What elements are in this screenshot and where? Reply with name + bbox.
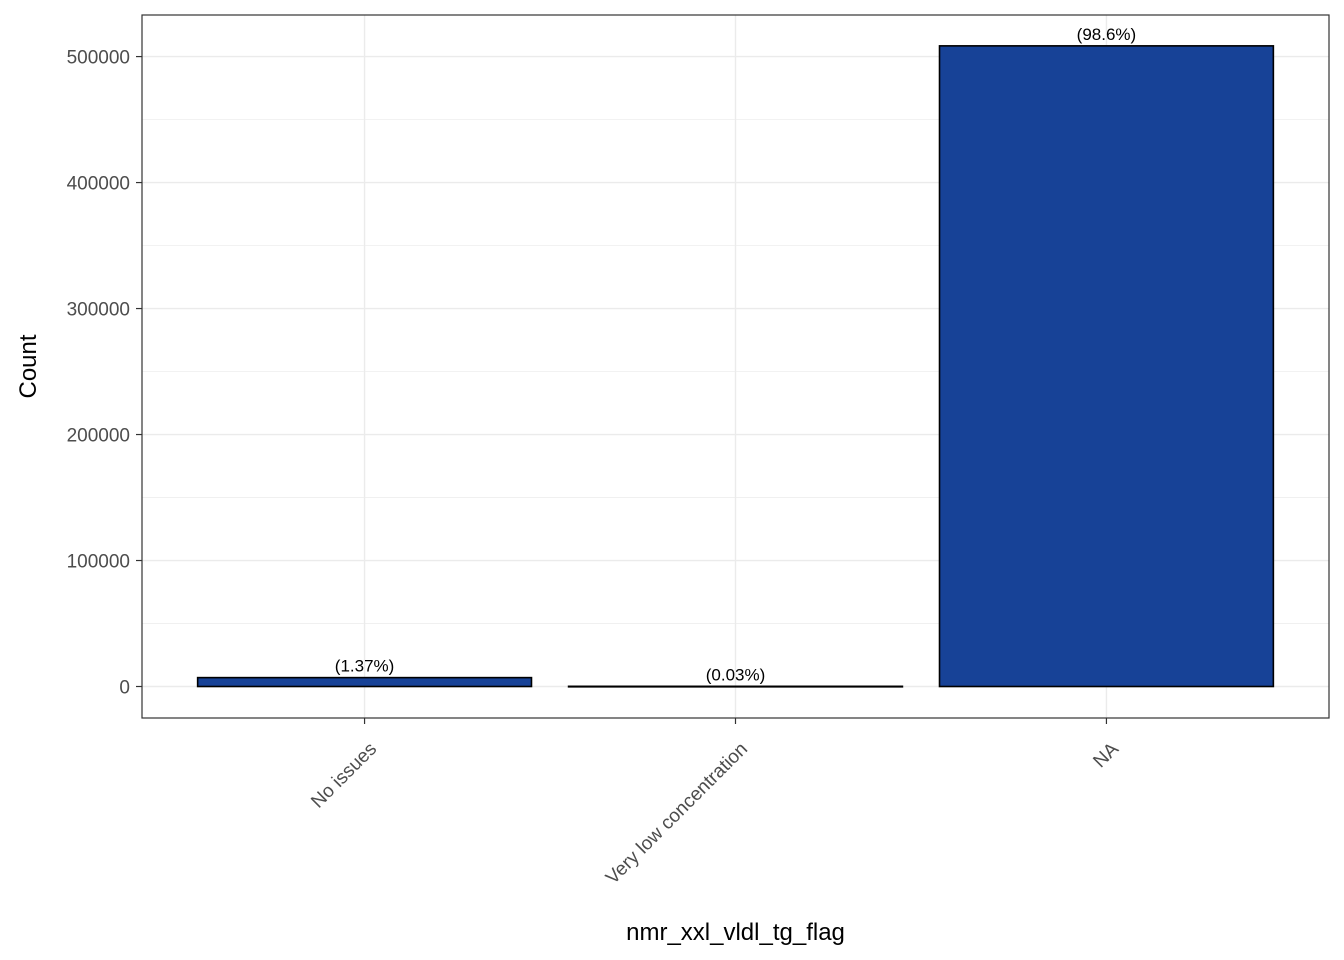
bars	[196, 45, 1275, 688]
y-tick-label: 500000	[67, 48, 130, 69]
bar-very-low-concentration	[567, 685, 904, 688]
x-axis: No issues Very low concentration NA	[307, 718, 1123, 889]
bar-data-label: (0.03%)	[706, 665, 766, 684]
bar-no-issues	[196, 676, 533, 688]
bar-data-label: (98.6%)	[1077, 25, 1137, 44]
y-tick-label: 300000	[67, 300, 130, 321]
bar-data-label: (1.37%)	[335, 657, 395, 676]
x-axis-title: nmr_xxl_vldl_tg_flag	[626, 919, 845, 946]
x-tick-label: Very low concentration	[602, 739, 752, 889]
y-tick-label: 200000	[67, 426, 130, 447]
y-axis: 0 100000 200000 300000 400000 500000	[67, 48, 142, 699]
bar-na	[938, 45, 1275, 688]
data-labels: (1.37%) (0.03%) (98.6%)	[335, 25, 1136, 684]
y-tick-label: 0	[119, 678, 130, 699]
x-tick-label: NA	[1089, 738, 1123, 772]
y-tick-label: 100000	[67, 552, 130, 573]
y-axis-title: Count	[15, 334, 42, 398]
x-tick-label: No issues	[307, 739, 381, 813]
y-tick-label: 400000	[67, 174, 130, 195]
